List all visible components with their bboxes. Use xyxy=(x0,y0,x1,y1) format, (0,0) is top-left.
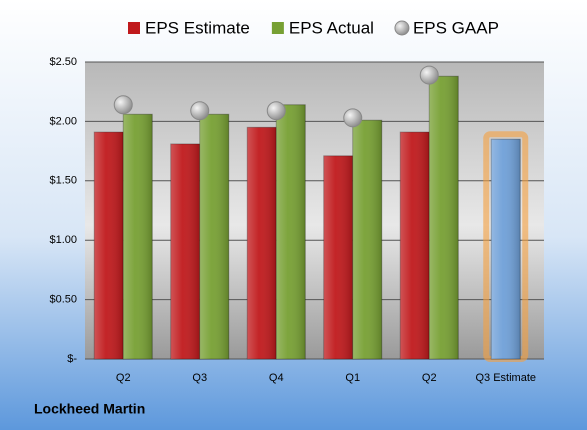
bar-shine xyxy=(400,132,430,359)
legend-swatch xyxy=(271,22,284,34)
bar-shine xyxy=(276,104,306,359)
legend-label: EPS Actual xyxy=(289,18,374,37)
x-tick-label: Q2 xyxy=(422,372,437,384)
legend-swatch xyxy=(394,20,410,36)
y-tick-label: $- xyxy=(67,353,77,365)
bar-shine xyxy=(247,127,277,359)
bar-shine xyxy=(429,76,459,360)
legend-label: EPS Estimate xyxy=(145,18,250,37)
legend-label: EPS GAAP xyxy=(413,18,499,37)
gaap-marker xyxy=(190,101,210,121)
x-tick-label: Q4 xyxy=(269,372,284,384)
gaap-marker xyxy=(419,65,439,85)
gaap-marker xyxy=(343,108,363,128)
gaap-marker xyxy=(113,95,133,115)
bar-shine xyxy=(352,120,382,359)
footer: Lockheed Martin xyxy=(34,401,145,417)
y-tick-label: $1.50 xyxy=(49,175,77,187)
bar-shine xyxy=(491,139,521,359)
bar-shine xyxy=(170,143,200,359)
bar-shine xyxy=(323,155,353,359)
x-tick-label: Q3 Estimate xyxy=(475,372,536,384)
legend: EPS Estimate EPS Actual EPS GAAP xyxy=(128,18,499,37)
bar-shine xyxy=(199,114,229,359)
y-tick-label: $2.00 xyxy=(49,115,77,127)
bar-shine xyxy=(94,132,124,359)
y-tick-label: $2.50 xyxy=(49,56,77,68)
legend-swatch xyxy=(128,22,140,34)
gaap-marker xyxy=(266,101,286,121)
plot-area xyxy=(85,62,544,359)
x-tick-label: Q3 xyxy=(192,372,207,384)
bar-shine xyxy=(123,114,153,359)
y-tick-label: $0.50 xyxy=(49,294,77,306)
x-tick-label: Q1 xyxy=(345,372,360,384)
y-tick-label: $1.00 xyxy=(49,234,77,246)
x-tick-label: Q2 xyxy=(116,372,131,384)
